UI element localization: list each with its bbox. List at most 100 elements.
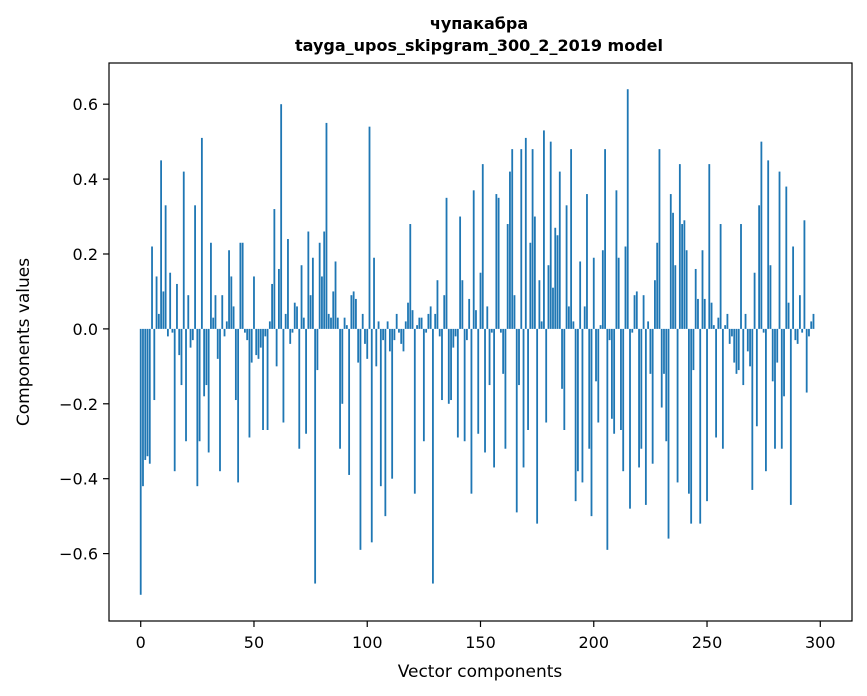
bar (667, 328, 670, 539)
bar (762, 328, 765, 333)
bar (735, 328, 738, 374)
bar (180, 328, 183, 386)
bar (486, 306, 489, 329)
bar (296, 306, 298, 329)
bar (151, 246, 153, 329)
bar (334, 261, 337, 329)
bar (160, 160, 162, 329)
bar (316, 328, 319, 371)
bar (672, 212, 674, 329)
bar (561, 328, 563, 389)
bar (617, 257, 620, 329)
bar (287, 239, 289, 329)
bar (189, 328, 192, 348)
bar (148, 328, 151, 464)
x-axis-ticks: 0 50 100 150 200 250 300 (136, 621, 836, 652)
bar (343, 317, 346, 329)
bar (142, 328, 144, 487)
bar (309, 295, 312, 329)
bar (314, 328, 317, 584)
bar (506, 224, 509, 329)
bar (658, 149, 661, 329)
bar (552, 287, 554, 329)
bar (248, 328, 251, 438)
bar (214, 295, 217, 329)
bar (676, 328, 679, 483)
bar (416, 325, 418, 329)
bar (302, 317, 305, 329)
bar (615, 190, 618, 329)
bar (674, 265, 677, 329)
bar (769, 265, 772, 329)
bar (690, 328, 693, 524)
bar (697, 298, 699, 329)
bar (654, 280, 656, 329)
bar (370, 328, 373, 543)
bar (624, 246, 627, 329)
bar (803, 220, 806, 329)
bar (533, 216, 536, 329)
bar (441, 328, 443, 401)
bar (631, 328, 634, 333)
bar (590, 328, 593, 517)
bar (293, 302, 296, 329)
bar (384, 328, 387, 517)
chart-subtitle: tayga_upos_skipgram_300_2_2019 model (295, 36, 663, 55)
bar (520, 149, 523, 329)
bar (633, 295, 636, 329)
bar (529, 242, 532, 329)
bar (185, 328, 187, 442)
bar (644, 328, 647, 505)
bar (794, 328, 797, 341)
bar (450, 328, 452, 401)
bar (565, 205, 568, 329)
bar (266, 328, 269, 430)
x-tick-label: 100 (352, 633, 383, 652)
y-tick-label: −0.6 (59, 545, 98, 564)
bar (250, 328, 253, 363)
bar (355, 298, 357, 329)
bar (547, 265, 550, 329)
y-tick-label: 0.6 (73, 95, 98, 114)
x-tick-label: 300 (805, 633, 836, 652)
bar (660, 328, 663, 408)
bar (665, 328, 668, 442)
bar (459, 216, 462, 329)
bar (751, 328, 754, 490)
bar (221, 295, 224, 329)
bar (407, 302, 409, 329)
bar (778, 171, 781, 329)
bar (524, 137, 527, 329)
bar (388, 328, 391, 352)
bar (733, 328, 736, 363)
bar (556, 235, 559, 329)
y-tick-label: −0.2 (59, 395, 98, 414)
bar (210, 242, 212, 329)
bar (327, 313, 330, 329)
bar (683, 220, 686, 329)
bar (595, 328, 597, 382)
bar (726, 313, 729, 329)
bar (604, 149, 606, 329)
bar (586, 194, 588, 329)
chart-title: чупакабра (430, 14, 528, 33)
bar (461, 280, 464, 329)
bar (737, 328, 740, 371)
bar (753, 272, 756, 329)
y-axis-label: Components values (14, 258, 34, 426)
bar (234, 328, 237, 401)
bar (731, 328, 733, 337)
bar (531, 149, 534, 329)
bar (264, 328, 267, 337)
bar (173, 328, 176, 472)
bar (558, 171, 561, 329)
bar (212, 317, 215, 329)
bar (429, 306, 432, 329)
bar (608, 328, 611, 341)
bar (393, 328, 396, 341)
bar (194, 205, 196, 329)
bar (771, 328, 774, 382)
bar (366, 328, 369, 359)
bar (368, 126, 371, 329)
